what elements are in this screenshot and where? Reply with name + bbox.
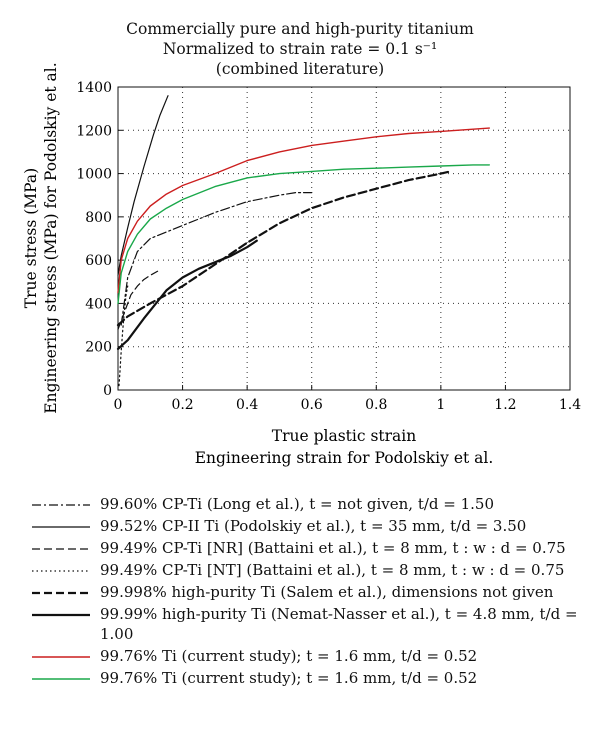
y-tick-label: 400 — [85, 296, 112, 312]
stress-strain-chart: 0 0.2 0.4 0.6 0.8 1 1.2 1.4 0 200 400 600 800 1000 120… — [22, 62, 581, 467]
legend-label: 99.99% high-purity Ti (Nemat-Nasser et a… — [100, 605, 578, 643]
x-tick-label: 1 — [436, 397, 445, 413]
y-tick-label: 800 — [85, 210, 112, 226]
legend-label: 99.76% Ti (current study); t = 1.6 mm, t… — [100, 647, 478, 665]
legend-swatch-solid-thick — [32, 613, 90, 617]
series-line-5 — [116, 239, 258, 350]
series-line-1 — [117, 95, 169, 276]
legend-item-battaini-nr: 99.49% CP-Ti [NR] (Battaini et al.), t =… — [30, 538, 590, 560]
legend-label: 99.49% CP-Ti [NR] (Battaini et al.), t =… — [100, 539, 566, 557]
legend-item-podolskiy: 99.52% CP-II Ti (Podolskiy et al.), t = … — [30, 516, 590, 538]
grid-lines — [118, 87, 570, 390]
x-axis-label-line-2: Engineering strain for Podolskiy et al. — [195, 449, 494, 467]
legend-label: 99.49% CP-Ti [NT] (Battaini et al.), t =… — [100, 561, 565, 579]
legend-label: 99.60% CP-Ti (Long et al.), t = not give… — [100, 495, 495, 513]
series-line-3 — [118, 285, 129, 387]
legend-swatch-dotted — [32, 570, 90, 572]
x-tick-label: 0.6 — [301, 397, 323, 413]
y-tick-label: 200 — [85, 340, 112, 356]
series-line-6 — [117, 127, 490, 294]
legend-item-salem: 99.998% high-purity Ti (Salem et al.), d… — [30, 582, 590, 604]
legend-item-long: 99.60% CP-Ti (Long et al.), t = not give… — [30, 494, 590, 516]
x-axis-label-line-1: True plastic strain — [272, 427, 416, 445]
axis-ticks: 0 0.2 0.4 0.6 0.8 1 1.2 1.4 0 200 400 600 800 1000 120… — [76, 80, 581, 413]
legend-swatch-green — [32, 678, 90, 680]
legend: 99.60% CP-Ti (Long et al.), t = not give… — [30, 494, 590, 690]
y-tick-label: 600 — [85, 253, 112, 269]
y-tick-label: 0 — [103, 383, 112, 399]
x-tick-label: 0.2 — [171, 397, 193, 413]
chart-title-line-1: Commercially pure and high-purity titani… — [126, 20, 474, 38]
legend-swatch-red — [32, 656, 90, 658]
y-tick-label: 1200 — [76, 123, 112, 139]
series-line-4 — [116, 170, 452, 327]
legend-label: 99.52% CP-II Ti (Podolskiy et al.), t = … — [100, 517, 527, 535]
series-line-7 — [117, 164, 490, 305]
legend-swatch-dashed — [32, 548, 90, 550]
legend-label: 99.998% high-purity Ti (Salem et al.), d… — [100, 583, 554, 601]
legend-swatch-dashdot — [32, 504, 90, 506]
x-tick-label: 1.4 — [559, 397, 581, 413]
plot-frame — [117, 86, 571, 391]
legend-swatch-solid — [32, 526, 90, 528]
legend-swatch-dashed-thick — [32, 591, 90, 595]
data-series — [116, 95, 490, 387]
y-axis-label-line-1: True stress (MPa) — [22, 168, 40, 308]
legend-label: 99.76% Ti (current study); t = 1.6 mm, t… — [100, 669, 478, 687]
x-tick-label: 1.2 — [494, 397, 516, 413]
x-tick-label: 0.4 — [236, 397, 258, 413]
legend-item-current-red: 99.76% Ti (current study); t = 1.6 mm, t… — [30, 646, 590, 668]
chart-title-line-2: Normalized to strain rate = 0.1 s⁻¹ — [162, 40, 438, 58]
x-tick-label: 0.8 — [365, 397, 387, 413]
y-tick-label: 1000 — [76, 167, 112, 183]
series-line-0 — [120, 192, 313, 326]
y-axis-label-line-2: Engineering stress (MPa) for Podolskiy e… — [42, 62, 60, 413]
legend-item-nemat-nasser: 99.99% high-purity Ti (Nemat-Nasser et a… — [30, 604, 590, 646]
chart-title-line-3: (combined literature) — [215, 60, 385, 78]
x-tick-label: 0 — [114, 397, 123, 413]
legend-item-current-green: 99.76% Ti (current study); t = 1.6 mm, t… — [30, 668, 590, 690]
y-tick-label: 1400 — [76, 80, 112, 96]
legend-item-battaini-nt: 99.49% CP-Ti [NT] (Battaini et al.), t =… — [30, 560, 590, 582]
